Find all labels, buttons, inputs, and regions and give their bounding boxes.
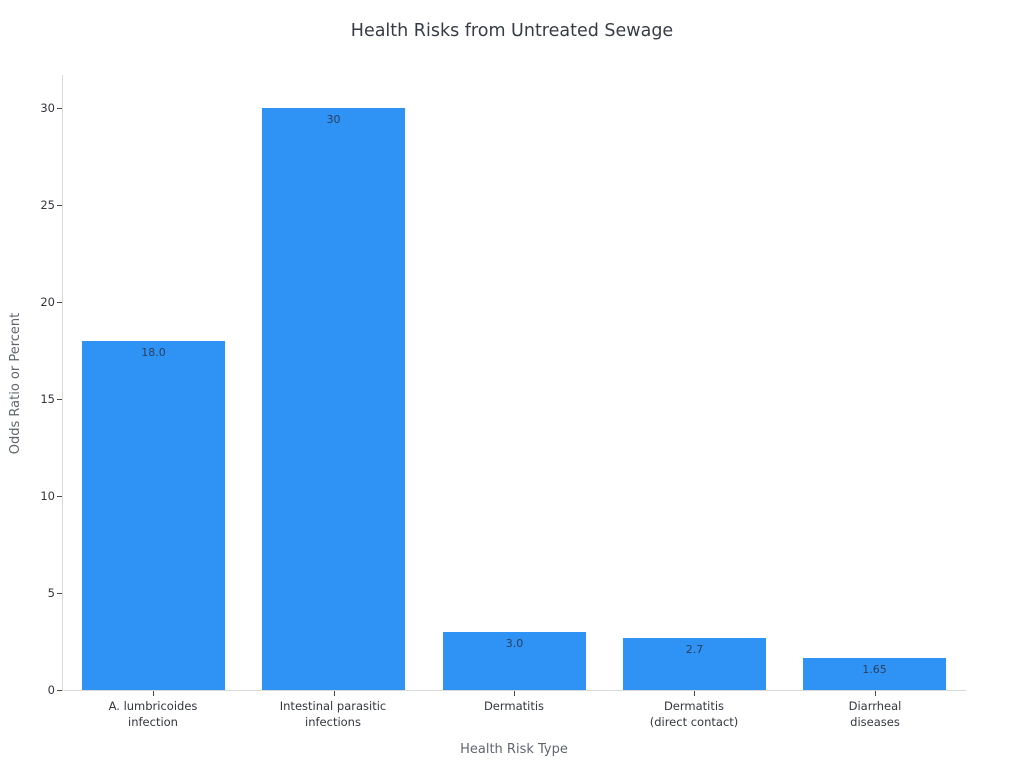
x-category-label: A. lumbricoides infection [108, 699, 198, 729]
x-category-label: Intestinal parasitic infections [279, 699, 387, 729]
bar-value-label: 18.0 [141, 346, 166, 359]
y-tick-label: 10 [40, 489, 55, 503]
y-axis-line [62, 75, 63, 691]
y-tick-mark [57, 205, 62, 206]
bar-4[interactable]: 1.65 [803, 658, 946, 690]
bar-0[interactable]: 18.0 [82, 341, 225, 690]
x-category-label: Diarrheal diseases [848, 699, 902, 729]
x-tick-mark [875, 691, 876, 696]
y-tick-label: 5 [47, 586, 55, 600]
bar-value-label: 2.7 [685, 643, 704, 656]
x-axis-line [62, 690, 966, 691]
x-axis-title: Health Risk Type [460, 742, 568, 757]
y-tick-mark [57, 302, 62, 303]
y-tick-label: 25 [40, 198, 55, 212]
y-tick-mark [57, 690, 62, 691]
y-tick-mark [57, 593, 62, 594]
bar-2[interactable]: 3.0 [443, 632, 586, 690]
bar-value-label: 3.0 [505, 637, 524, 650]
y-tick-mark [57, 108, 62, 109]
x-category-label: Dermatitis [483, 699, 545, 713]
y-tick-mark [57, 399, 62, 400]
x-tick-mark [694, 691, 695, 696]
y-tick-label: 0 [47, 683, 55, 697]
bar-3[interactable]: 2.7 [623, 638, 766, 690]
y-tick-label: 15 [40, 392, 55, 406]
y-tick-mark [57, 496, 62, 497]
y-axis-title: Odds Ratio or Percent [8, 312, 23, 455]
bar-1[interactable]: 30 [262, 108, 405, 690]
x-tick-mark [334, 691, 335, 696]
y-tick-label: 30 [40, 101, 55, 115]
y-tick-label: 20 [40, 295, 55, 309]
bar-value-label: 1.65 [862, 663, 887, 676]
x-tick-mark [153, 691, 154, 696]
x-category-label: Dermatitis (direct contact) [649, 699, 739, 729]
chart-title: Health Risks from Untreated Sewage [350, 21, 674, 41]
x-tick-mark [514, 691, 515, 696]
bar-value-label: 30 [326, 113, 341, 126]
